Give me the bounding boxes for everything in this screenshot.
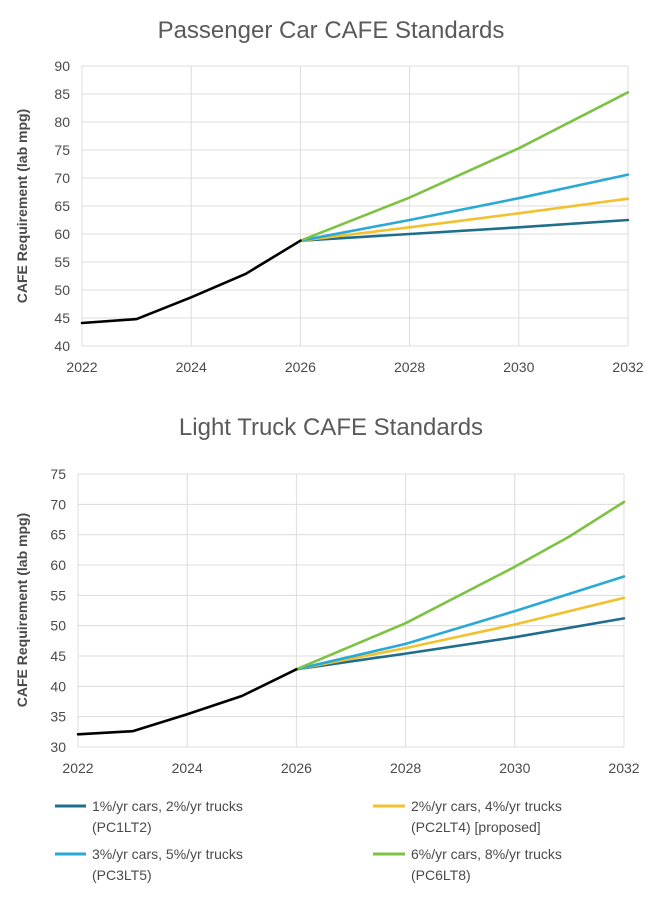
chart-title: Light Truck CAFE Standards [179, 414, 483, 441]
series-line [299, 173, 630, 242]
legend-item: 3%/yr cars, 5%/yr trucks (PC3LT5) [55, 846, 243, 883]
series-line [295, 596, 626, 671]
y-tick-label: 65 [54, 198, 70, 214]
y-tick-label: 80 [54, 114, 70, 130]
y-tick-label: 75 [50, 466, 66, 482]
y-tick-label: 40 [50, 678, 66, 694]
y-tick-label: 55 [50, 587, 66, 603]
y-tick-label: 35 [50, 709, 66, 725]
legend-item: 1%/yr cars, 2%/yr trucks (PC1LT2) [55, 798, 243, 835]
historical-line [80, 239, 302, 325]
legend: 1%/yr cars, 2%/yr trucks (PC1LT2) 2%/yr … [55, 798, 562, 883]
legend-label: (PC6LT8) [411, 867, 471, 883]
y-tick-label: 45 [54, 310, 70, 326]
legend-item: 6%/yr cars, 8%/yr trucks (PC6LT8) [373, 846, 562, 883]
series-lines [76, 500, 626, 736]
y-tick-label: 60 [54, 226, 70, 242]
x-tick-label: 2028 [390, 760, 421, 776]
legend-label: 3%/yr cars, 5%/yr trucks [92, 846, 243, 862]
chart-title: Passenger Car CAFE Standards [158, 17, 505, 44]
legend-label: (PC1LT2) [92, 819, 152, 835]
series-line [299, 91, 630, 242]
light-truck-chart: Light Truck CAFE Standards CAFE Requirem… [14, 414, 640, 776]
y-tick-label: 85 [54, 86, 70, 102]
tick-labels: 30 35 40 45 50 55 60 65 70 75 2022 2024 2026 2028 2030… [50, 466, 639, 776]
passenger-car-chart: Passenger Car CAFE Standards CAFE Requir… [14, 17, 644, 375]
x-tick-label: 2032 [612, 359, 643, 375]
x-tick-label: 2026 [281, 760, 312, 776]
y-tick-label: 70 [50, 496, 66, 512]
x-tick-label: 2032 [608, 760, 639, 776]
tick-labels: 40 45 50 55 60 65 70 75 80 85 90 2022 2024 2026 2028 20… [54, 58, 643, 375]
y-tick-label: 65 [50, 527, 66, 543]
legend-label: (PC2LT4) [proposed] [411, 819, 541, 835]
series-line [295, 575, 626, 671]
legend-label: 1%/yr cars, 2%/yr trucks [92, 798, 243, 814]
series-line [299, 197, 630, 242]
x-tick-label: 2022 [66, 359, 97, 375]
historical-line [76, 667, 298, 736]
grid [77, 473, 625, 748]
y-tick-label: 70 [54, 170, 70, 186]
series-line [295, 500, 626, 671]
x-tick-label: 2024 [176, 359, 207, 375]
y-tick-label: 55 [54, 254, 70, 270]
x-tick-label: 2028 [394, 359, 425, 375]
series-line [299, 218, 630, 242]
y-axis-label: CAFE Requirement (lab mpg) [14, 513, 30, 707]
series-line [295, 617, 626, 671]
x-tick-label: 2026 [285, 359, 316, 375]
x-tick-label: 2030 [499, 760, 530, 776]
x-tick-label: 2030 [503, 359, 534, 375]
grid [81, 65, 629, 347]
series-lines [80, 91, 630, 325]
legend-label: 6%/yr cars, 8%/yr trucks [411, 846, 562, 862]
y-tick-label: 60 [50, 557, 66, 573]
legend-item: 2%/yr cars, 4%/yr trucks (PC2LT4) [propo… [373, 798, 562, 835]
y-tick-label: 45 [50, 648, 66, 664]
y-tick-label: 50 [54, 282, 70, 298]
y-tick-label: 30 [50, 739, 66, 755]
y-axis-label: CAFE Requirement (lab mpg) [14, 109, 30, 303]
x-tick-label: 2024 [172, 760, 203, 776]
y-tick-label: 50 [50, 618, 66, 634]
y-tick-label: 40 [54, 338, 70, 354]
y-tick-label: 90 [54, 58, 70, 74]
y-tick-label: 75 [54, 142, 70, 158]
x-tick-label: 2022 [62, 760, 93, 776]
legend-label: 2%/yr cars, 4%/yr trucks [411, 798, 562, 814]
legend-label: (PC3LT5) [92, 867, 152, 883]
